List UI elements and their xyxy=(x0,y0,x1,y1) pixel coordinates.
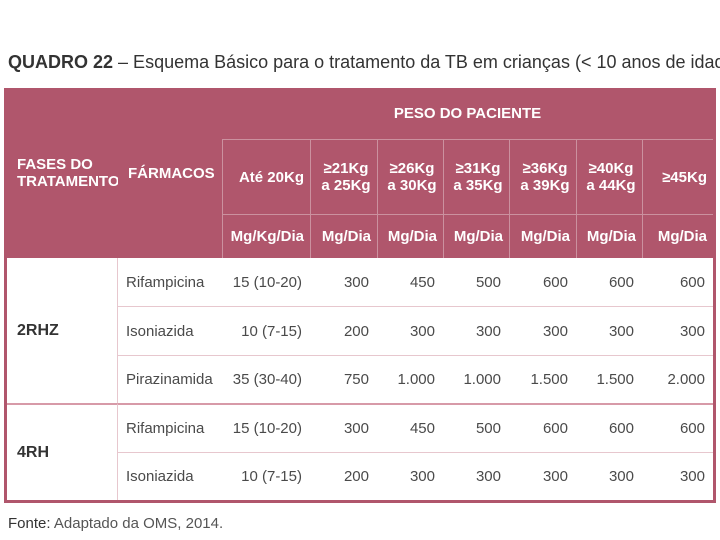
dose-cell: 15 (10-20) xyxy=(222,403,310,452)
dose-cell: 1.500 xyxy=(509,354,576,404)
group-header: PESO DO PACIENTE xyxy=(222,88,713,140)
dose-cell: 600 xyxy=(509,403,576,452)
dose-cell: 300 xyxy=(377,451,443,500)
dose-cell: 300 xyxy=(576,451,642,500)
dose-cell: 15 (10-20) xyxy=(222,258,310,307)
unit-header: Mg/Dia xyxy=(509,215,576,258)
title-label: QUADRO 22 xyxy=(8,52,114,72)
unit-header: Mg/Kg/Dia xyxy=(222,215,310,258)
weight-header: ≥45Kg xyxy=(642,140,713,215)
drug-cell: Rifampicina xyxy=(118,403,222,452)
dose-cell: 300 xyxy=(310,258,377,307)
weight-header: Até 20Kg xyxy=(222,140,310,215)
drug-cell: Rifampicina xyxy=(118,258,222,307)
source: Fonte: Adaptado da OMS, 2014. xyxy=(8,515,223,532)
dose-cell: 300 xyxy=(310,403,377,452)
dose-cell: 600 xyxy=(642,403,713,452)
dose-cell: 300 xyxy=(509,306,576,355)
dose-cell: 200 xyxy=(310,306,377,355)
weight-header: ≥31Kg a 35Kg xyxy=(443,140,509,215)
drug-header: FÁRMACOS xyxy=(118,88,222,258)
dose-cell: 300 xyxy=(443,451,509,500)
dose-cell: 450 xyxy=(377,258,443,307)
dose-cell: 2.000 xyxy=(642,354,713,404)
dose-cell: 1.500 xyxy=(576,354,642,404)
phase-header: FASES DO TRATAMENTO xyxy=(7,88,120,258)
weight-header: ≥36Kg a 39Kg xyxy=(509,140,576,215)
dose-cell: 750 xyxy=(310,354,377,404)
phase-cell: 2RHZ xyxy=(7,258,118,404)
dose-cell: 300 xyxy=(642,451,713,500)
unit-header: Mg/Dia xyxy=(443,215,509,258)
dose-cell: 300 xyxy=(642,306,713,355)
dose-cell: 500 xyxy=(443,403,509,452)
dose-cell: 300 xyxy=(443,306,509,355)
dose-cell: 600 xyxy=(642,258,713,307)
weight-header: ≥21Kg a 25Kg xyxy=(310,140,377,215)
drug-cell: Isoniazida xyxy=(118,451,222,500)
dose-cell: 35 (30-40) xyxy=(222,354,310,404)
dose-cell: 300 xyxy=(509,451,576,500)
unit-header: Mg/Dia xyxy=(642,215,713,258)
unit-header: Mg/Dia xyxy=(576,215,642,258)
dose-cell: 10 (7-15) xyxy=(222,451,310,500)
title-text: – Esquema Básico para o tratamento da TB… xyxy=(118,52,720,72)
dose-cell: 450 xyxy=(377,403,443,452)
drug-cell: Pirazinamida xyxy=(118,354,222,404)
drug-cell: Isoniazida xyxy=(118,306,222,355)
dose-cell: 600 xyxy=(576,403,642,452)
weight-header: ≥40Kg a 44Kg xyxy=(576,140,642,215)
dose-cell: 300 xyxy=(576,306,642,355)
dose-cell: 600 xyxy=(509,258,576,307)
source-text: Adaptado da OMS, 2014. xyxy=(53,515,224,532)
dose-cell: 10 (7-15) xyxy=(222,306,310,355)
title: QUADRO 22 – Esquema Básico para o tratam… xyxy=(8,52,720,73)
unit-header: Mg/Dia xyxy=(377,215,443,258)
dose-cell: 300 xyxy=(377,306,443,355)
phase-cell: 4RH xyxy=(7,403,118,500)
dose-cell: 1.000 xyxy=(377,354,443,404)
dose-cell: 200 xyxy=(310,451,377,500)
dose-cell: 600 xyxy=(576,258,642,307)
dose-cell: 500 xyxy=(443,258,509,307)
source-label: Fonte: xyxy=(8,515,51,532)
weight-header: ≥26Kg a 30Kg xyxy=(377,140,443,215)
unit-header: Mg/Dia xyxy=(310,215,377,258)
dose-cell: 1.000 xyxy=(443,354,509,404)
